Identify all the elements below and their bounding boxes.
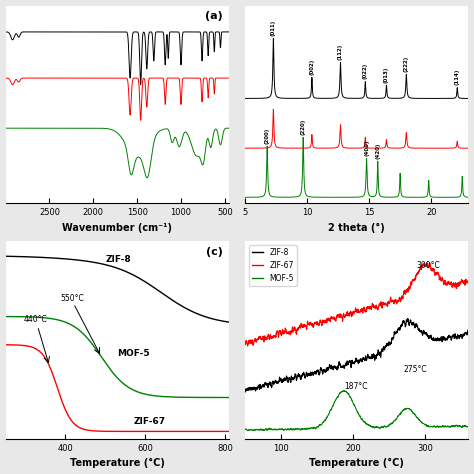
Text: MOF-5: MOF-5 [118,349,150,358]
Text: (c): (c) [206,247,222,257]
Text: 275°C: 275°C [403,365,427,374]
X-axis label: Temperature (°C): Temperature (°C) [70,458,165,468]
Text: (011): (011) [271,20,276,36]
Text: ZIF-67: ZIF-67 [133,417,165,426]
Legend: ZIF-8, ZIF-67, MOF-5: ZIF-8, ZIF-67, MOF-5 [248,245,297,286]
Text: (002): (002) [310,59,314,75]
Text: (222): (222) [404,56,409,72]
Text: (400): (400) [364,140,369,156]
X-axis label: Wavenumber (cm⁻¹): Wavenumber (cm⁻¹) [63,223,173,233]
Text: (114): (114) [455,69,460,85]
Text: 187°C: 187°C [344,382,368,391]
X-axis label: Temperature (°C): Temperature (°C) [309,458,404,468]
Text: 440°C: 440°C [24,315,47,324]
Text: 550°C: 550°C [61,294,84,303]
Text: (112): (112) [338,44,343,60]
Text: (420): (420) [375,143,380,159]
Text: (013): (013) [384,66,389,83]
Text: 300°C: 300°C [417,261,440,270]
Text: (200): (200) [264,128,270,144]
Text: ZIF-8: ZIF-8 [105,255,131,264]
Text: (022): (022) [363,63,368,79]
X-axis label: 2 theta (°): 2 theta (°) [328,223,385,233]
Text: (a): (a) [205,11,222,21]
Text: (220): (220) [301,119,306,135]
